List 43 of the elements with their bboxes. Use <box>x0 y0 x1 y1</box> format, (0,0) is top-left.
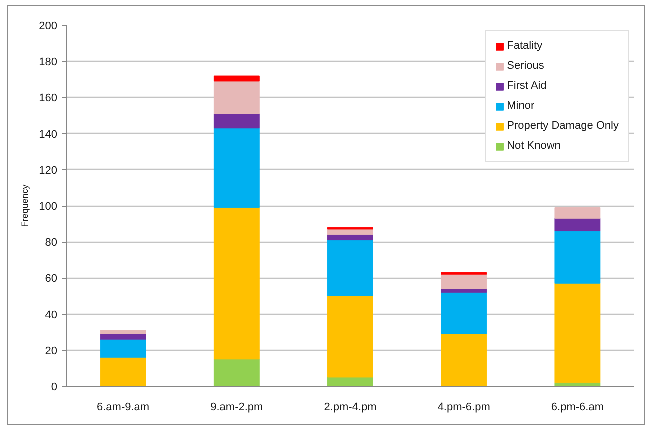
legend-label: First Aid <box>507 80 547 92</box>
legend-label: Not Known <box>507 140 561 152</box>
y-tick-label: 100 <box>39 201 58 213</box>
bar <box>328 240 374 296</box>
y-tick-label: 20 <box>45 345 58 358</box>
y-tick-label: 60 <box>45 273 58 286</box>
bar <box>214 128 260 208</box>
x-tick-label: 6.pm-6.am <box>551 402 604 414</box>
bar <box>328 296 374 378</box>
bar <box>214 76 260 82</box>
bar <box>554 208 601 219</box>
bar <box>441 292 488 334</box>
legend-label: Serious <box>507 60 544 72</box>
y-tick-label: 140 <box>39 128 58 141</box>
bar <box>100 357 146 386</box>
bar <box>100 339 146 358</box>
y-tick-label: 40 <box>45 309 58 322</box>
y-tick-label: 80 <box>45 237 58 250</box>
legend-label: Fatality <box>507 40 543 52</box>
bar <box>214 359 260 386</box>
bar <box>441 334 488 386</box>
legend-label: Minor <box>507 100 535 112</box>
x-tick-label: 4.pm-6.pm <box>438 402 490 414</box>
bar <box>214 208 260 360</box>
bar <box>100 334 146 340</box>
bar <box>100 330 146 334</box>
y-tick-label: 160 <box>39 92 58 105</box>
y-tick-label: 120 <box>39 164 58 177</box>
y-tick-label: 200 <box>39 20 58 32</box>
bar <box>554 231 601 284</box>
bar <box>328 234 374 241</box>
x-tick-label: 6.am-9.am <box>97 402 150 414</box>
bar <box>554 218 601 232</box>
y-axis-title: Frequency <box>20 184 30 228</box>
bar <box>214 114 260 129</box>
y-tick-label: 180 <box>39 56 58 69</box>
x-tick-label: 9.am-2.pm <box>210 402 264 414</box>
x-tick-label: 2.pm-4.pm <box>324 402 377 414</box>
bar <box>441 274 488 290</box>
bar <box>214 81 260 114</box>
bar <box>554 283 601 384</box>
legend-label: Property Damage Only <box>507 120 619 132</box>
y-tick-label: 0 <box>51 382 58 394</box>
